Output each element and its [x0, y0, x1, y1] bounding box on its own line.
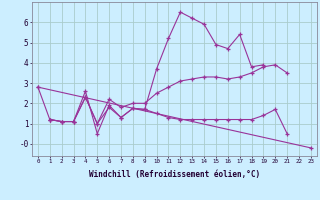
X-axis label: Windchill (Refroidissement éolien,°C): Windchill (Refroidissement éolien,°C): [89, 170, 260, 179]
